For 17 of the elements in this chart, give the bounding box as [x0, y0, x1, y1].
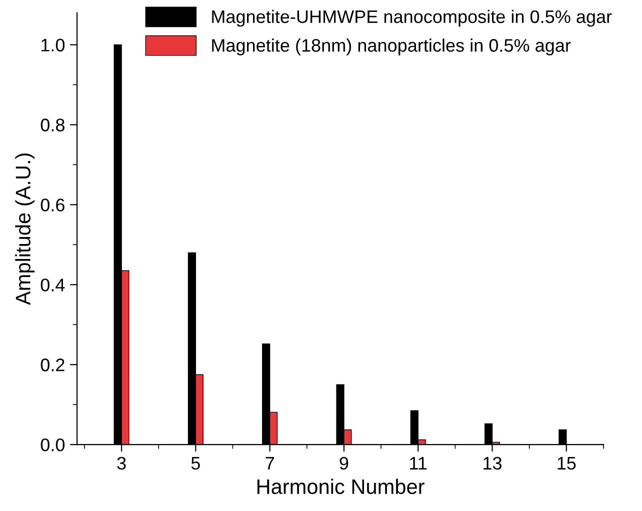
y-tick-label: 1.0 — [42, 38, 65, 52]
x-axis-title: Harmonic Number — [257, 478, 424, 494]
legend-label: Magnetite-UHMWPE nanocomposite in 0.5% agar — [212, 10, 612, 27]
y-tick-label: 0.4 — [40, 278, 65, 292]
y-tick-label: 0.8 — [40, 118, 64, 132]
y-axis-title: Amplitude (A.U.) — [15, 154, 35, 306]
x-tick-label: 3 — [117, 456, 126, 470]
y-tick-label: 0.0 — [40, 438, 65, 452]
legend-label: Magnetite (18nm) nanoparticles in 0.5% agar — [212, 38, 571, 56]
x-tick-label: 5 — [191, 457, 200, 470]
x-tick-label: 13 — [484, 456, 502, 470]
y-tick-label: 0.2 — [40, 358, 64, 372]
y-tick-label: 0.6 — [40, 198, 64, 212]
x-tick-label: 7 — [266, 457, 274, 470]
x-tick-label: 9 — [340, 456, 348, 470]
x-tick-label: 11 — [410, 457, 427, 470]
x-tick-label: 15 — [558, 457, 576, 470]
